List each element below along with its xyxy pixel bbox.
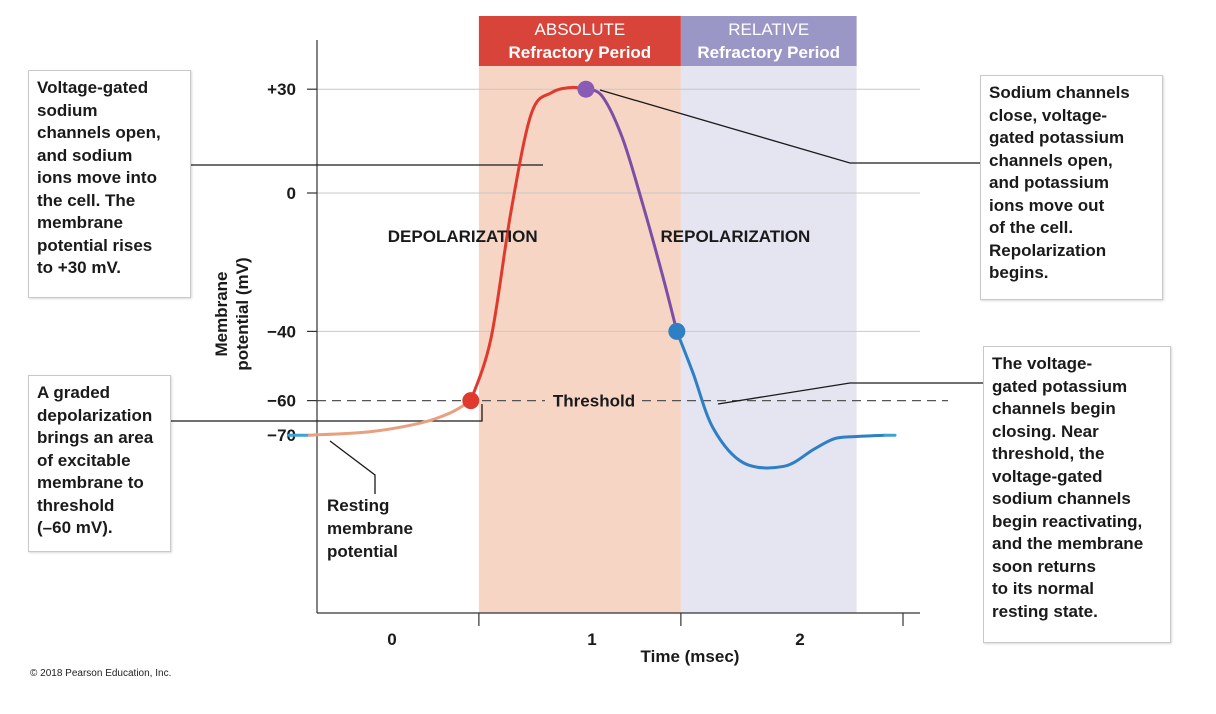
x-axis-label: Time (msec) — [641, 647, 740, 666]
leader-repolarization — [599, 89, 980, 164]
absolute-region-title: ABSOLUTE — [535, 20, 626, 39]
refractory-regions — [478, 16, 857, 613]
peak-point — [577, 80, 595, 98]
series-depolarization — [469, 85, 588, 403]
data-points — [462, 80, 686, 410]
resting-potential-label: Resting membrane potential — [327, 496, 413, 561]
repolarization-point — [668, 322, 686, 340]
copyright-notice: © 2018 Pearson Education, Inc. — [30, 668, 172, 679]
gridlines — [317, 88, 948, 402]
series-graded-depolarization — [307, 399, 473, 437]
chart-labels: ABSOLUTE Refractory Period RELATIVE Refract… — [327, 20, 840, 561]
series-after-hyperpolarization — [675, 329, 887, 470]
callout-repolarization: Sodium channels close, voltage- gated po… — [980, 75, 1163, 300]
y-tick-label: −70 — [267, 426, 296, 445]
threshold-label: Threshold — [553, 392, 635, 411]
absolute-region-subtitle: Refractory Period — [509, 43, 652, 62]
phase-label: DEPOLARIZATION — [388, 227, 538, 246]
series-lines — [287, 85, 897, 470]
absolute-region-band — [478, 66, 681, 613]
y-axis-label: Membrane potential (mV) — [212, 257, 252, 370]
relative-region-band — [680, 66, 857, 613]
y-tick-label: −40 — [267, 322, 296, 341]
series-repolarization — [584, 87, 679, 333]
leader-graded — [171, 404, 483, 422]
absolute-region-header — [478, 16, 681, 66]
threshold-point — [462, 392, 480, 410]
leader-potassium-closing — [717, 382, 983, 405]
y-tick-label: −60 — [267, 392, 296, 411]
x-tick-label: 2 — [795, 630, 804, 649]
x-tick-label: 0 — [387, 630, 396, 649]
relative-region-header — [680, 16, 857, 66]
callout-potassium-closing: The voltage- gated potassium channels be… — [983, 346, 1171, 643]
y-tick-label: 0 — [287, 184, 296, 203]
leader-lines — [171, 89, 983, 494]
callout-graded-depolarization: A graded depolarization brings an area o… — [28, 375, 171, 552]
y-tick-label: +30 — [267, 80, 296, 99]
axes: +30 0 −40 −60 −70 0 1 2 Time (msec) Membrane poten… — [212, 40, 920, 666]
x-tick-label: 1 — [587, 630, 596, 649]
relative-region-title: RELATIVE — [728, 20, 809, 39]
relative-region-subtitle: Refractory Period — [697, 43, 840, 62]
phase-label: REPOLARIZATION — [660, 227, 810, 246]
callout-depolarization: Voltage-gated sodium channels open, and … — [28, 70, 191, 298]
leader-resting — [329, 440, 376, 494]
